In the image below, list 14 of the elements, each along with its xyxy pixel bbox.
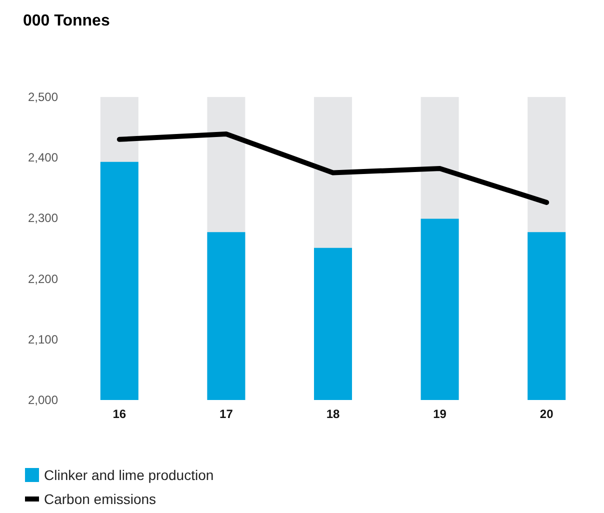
x-tick-label: 20 bbox=[540, 407, 554, 421]
y-tick-label: 2,500 bbox=[28, 90, 58, 104]
y-tick-label: 2,300 bbox=[28, 211, 58, 226]
x-tick-label: 19 bbox=[433, 407, 447, 421]
legend-label: Carbon emissions bbox=[44, 491, 156, 507]
y-tick-label: 2,200 bbox=[28, 272, 58, 286]
x-tick-label: 18 bbox=[326, 407, 340, 421]
x-tick-label: 17 bbox=[220, 407, 234, 421]
chart-title: 000 Tonnes bbox=[23, 12, 110, 30]
y-tick-label: 2,400 bbox=[28, 150, 58, 165]
legend-label: Clinker and lime production bbox=[44, 467, 214, 483]
x-tick-label: 16 bbox=[112, 407, 126, 421]
y-tick-label: 2,000 bbox=[28, 393, 58, 407]
y-tick-label: 2,100 bbox=[28, 332, 58, 346]
